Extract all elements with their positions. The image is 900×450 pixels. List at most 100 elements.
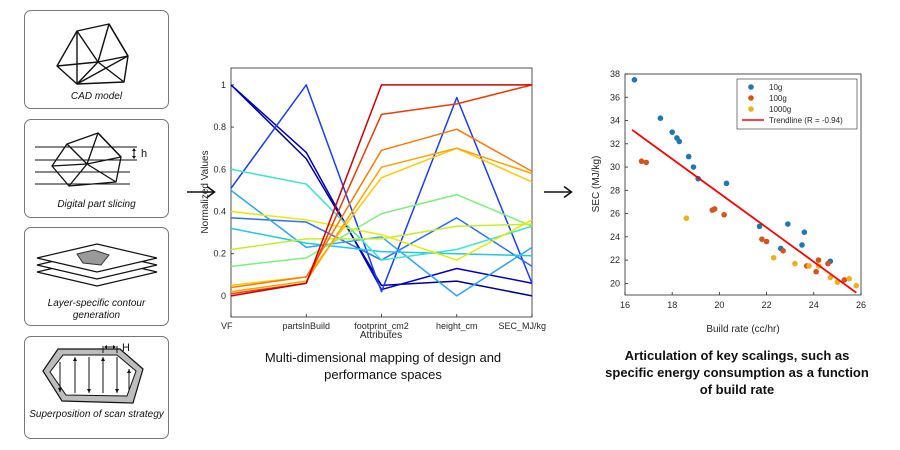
pc-series-line [230, 128, 533, 289]
pc-series-line [230, 84, 532, 297]
slicing-icon: h [35, 132, 147, 187]
step-scan-strategy: H Superposition of scan strategy [24, 336, 169, 439]
pc-series-line [230, 168, 533, 261]
step-cad-model: CAD model [24, 10, 169, 109]
pc-x-tick-label: partsInBuild [282, 321, 330, 331]
scan-strategy-icon: H [42, 342, 144, 404]
sc-data-point [815, 257, 822, 263]
layers-icon [36, 243, 158, 287]
sc-x-axis-label: Build rate (cc/hr) [706, 324, 779, 335]
sc-y-tick-label: 30 [610, 162, 620, 172]
sc-y-tick-label: 38 [610, 69, 620, 79]
sc-data-point [638, 158, 645, 165]
step-label-contour: Layer-specific contour generation [47, 298, 146, 321]
sc-data-point [792, 260, 798, 267]
sc-data-point [846, 275, 852, 282]
pc-x-axis-label: Attributes [360, 330, 402, 341]
sc-data-point [643, 159, 650, 166]
pc-y-tick-label: 0.2 [213, 249, 226, 259]
pc-y-tick-label: 0.8 [213, 122, 226, 132]
sc-data-point [657, 115, 664, 121]
step-label-scan: Superposition of scan strategy [29, 409, 164, 420]
sc-data-point [631, 77, 638, 83]
sc-data-point [799, 242, 805, 248]
cad-wireframe-icon [56, 23, 129, 85]
sc-x-tick-label: 18 [667, 300, 677, 310]
sc-x-tick-label: 26 [856, 300, 866, 310]
sc-y-tick-label: 32 [610, 139, 620, 149]
step-contour: Layer-specific contour generation [24, 227, 169, 326]
step-slicing: h Digital part slicing [24, 119, 169, 218]
sc-data-point [683, 215, 690, 222]
pc-x-tick-label: height_cm [436, 321, 478, 331]
sc-x-tick-label: 24 [809, 300, 819, 310]
sc-trendline [631, 129, 857, 294]
pc-series-line [230, 147, 533, 293]
sc-legend-label: 100g [769, 94, 787, 103]
pc-series-line [230, 223, 533, 251]
sc-data-point [669, 129, 675, 135]
sc-data-point [721, 211, 727, 218]
pc-x-tick-label: VF [221, 321, 233, 331]
pc-series-line [230, 210, 533, 261]
sc-data-point [756, 223, 763, 230]
sc-data-point [676, 138, 683, 145]
sc-data-point [853, 282, 860, 289]
sc-y-tick-label: 28 [610, 185, 620, 195]
pc-y-tick-label: 0 [221, 291, 226, 301]
sc-data-point [825, 260, 831, 267]
pc-series-line [230, 193, 533, 268]
sc-y-tick-label: 34 [610, 116, 620, 126]
pc-series-line [230, 189, 533, 297]
hatch-spacing-label: H [122, 342, 130, 354]
step-label-slicing: Digital part slicing [57, 199, 136, 210]
pc-y-tick-label: 0.4 [213, 206, 226, 216]
sc-data-point [690, 164, 697, 170]
caption-design-mapping: Multi-dimensional mapping of design and … [264, 350, 502, 382]
sc-y-tick-label: 36 [610, 92, 620, 102]
sc-legend-label: 10g [769, 83, 782, 92]
sc-legend-label: 1000g [769, 105, 791, 114]
sc-legend-marker [748, 84, 754, 90]
arrow-right-icon [544, 185, 573, 199]
sc-data-point [711, 206, 718, 212]
sc-x-tick-label: 16 [620, 300, 630, 310]
sc-data-point [685, 153, 692, 160]
pc-y-axis-label: Normalized Values [200, 150, 211, 233]
sc-legend-label: Trendline (R = -0.94) [769, 116, 843, 125]
sc-data-point [770, 254, 777, 261]
slice-height-label: h [141, 148, 147, 160]
sc-legend-marker [748, 106, 754, 112]
sc-y-tick-label: 22 [610, 255, 620, 265]
sc-x-tick-label: 22 [762, 300, 772, 310]
sc-data-point [723, 180, 730, 187]
parallel-coordinates-chart: 0 0.2 0.4 0.6 0.8 1 VF partsInBuild footprint_c… [200, 67, 546, 341]
pc-series-line [230, 84, 533, 297]
pc-y-tick-label: 0.6 [213, 164, 226, 174]
scatter-legend: 10g 100g 1000g Trendline (R = -0.94) [736, 78, 858, 130]
sc-data-point [841, 277, 848, 283]
arrow-right-icon [187, 185, 216, 199]
sc-data-point [785, 221, 791, 227]
pc-x-tick-label: SEC_MJ/kg [498, 321, 546, 331]
sc-x-tick-label: 20 [714, 300, 724, 310]
sc-data-point [827, 274, 834, 281]
sc-data-point [801, 229, 808, 235]
sc-data-point [813, 268, 819, 275]
pc-y-tick-label: 1 [221, 80, 226, 90]
sc-y-tick-label: 24 [610, 232, 620, 242]
caption-key-scalings: Articulation of key scalings, such as sp… [605, 348, 869, 397]
pc-x-tick-label: footprint_cm2 [354, 321, 409, 331]
sc-legend-marker [748, 95, 754, 101]
sc-data-point [806, 263, 812, 269]
step-label-cad: CAD model [70, 91, 123, 102]
sc-y-tick-label: 20 [610, 278, 620, 288]
sc-data-point [759, 236, 765, 242]
sc-y-axis-label: SEC (MJ/kg) [591, 156, 602, 213]
sc-data-point [780, 248, 786, 254]
scatter-chart: 20 22 24 26 28 30 32 34 36 38 16 18 20 22 24 26 10g 100… [591, 69, 866, 335]
sc-data-point [763, 238, 770, 245]
pc-series-line [230, 227, 533, 257]
sc-y-tick-label: 26 [610, 209, 620, 219]
pc-plot-frame [230, 67, 533, 318]
